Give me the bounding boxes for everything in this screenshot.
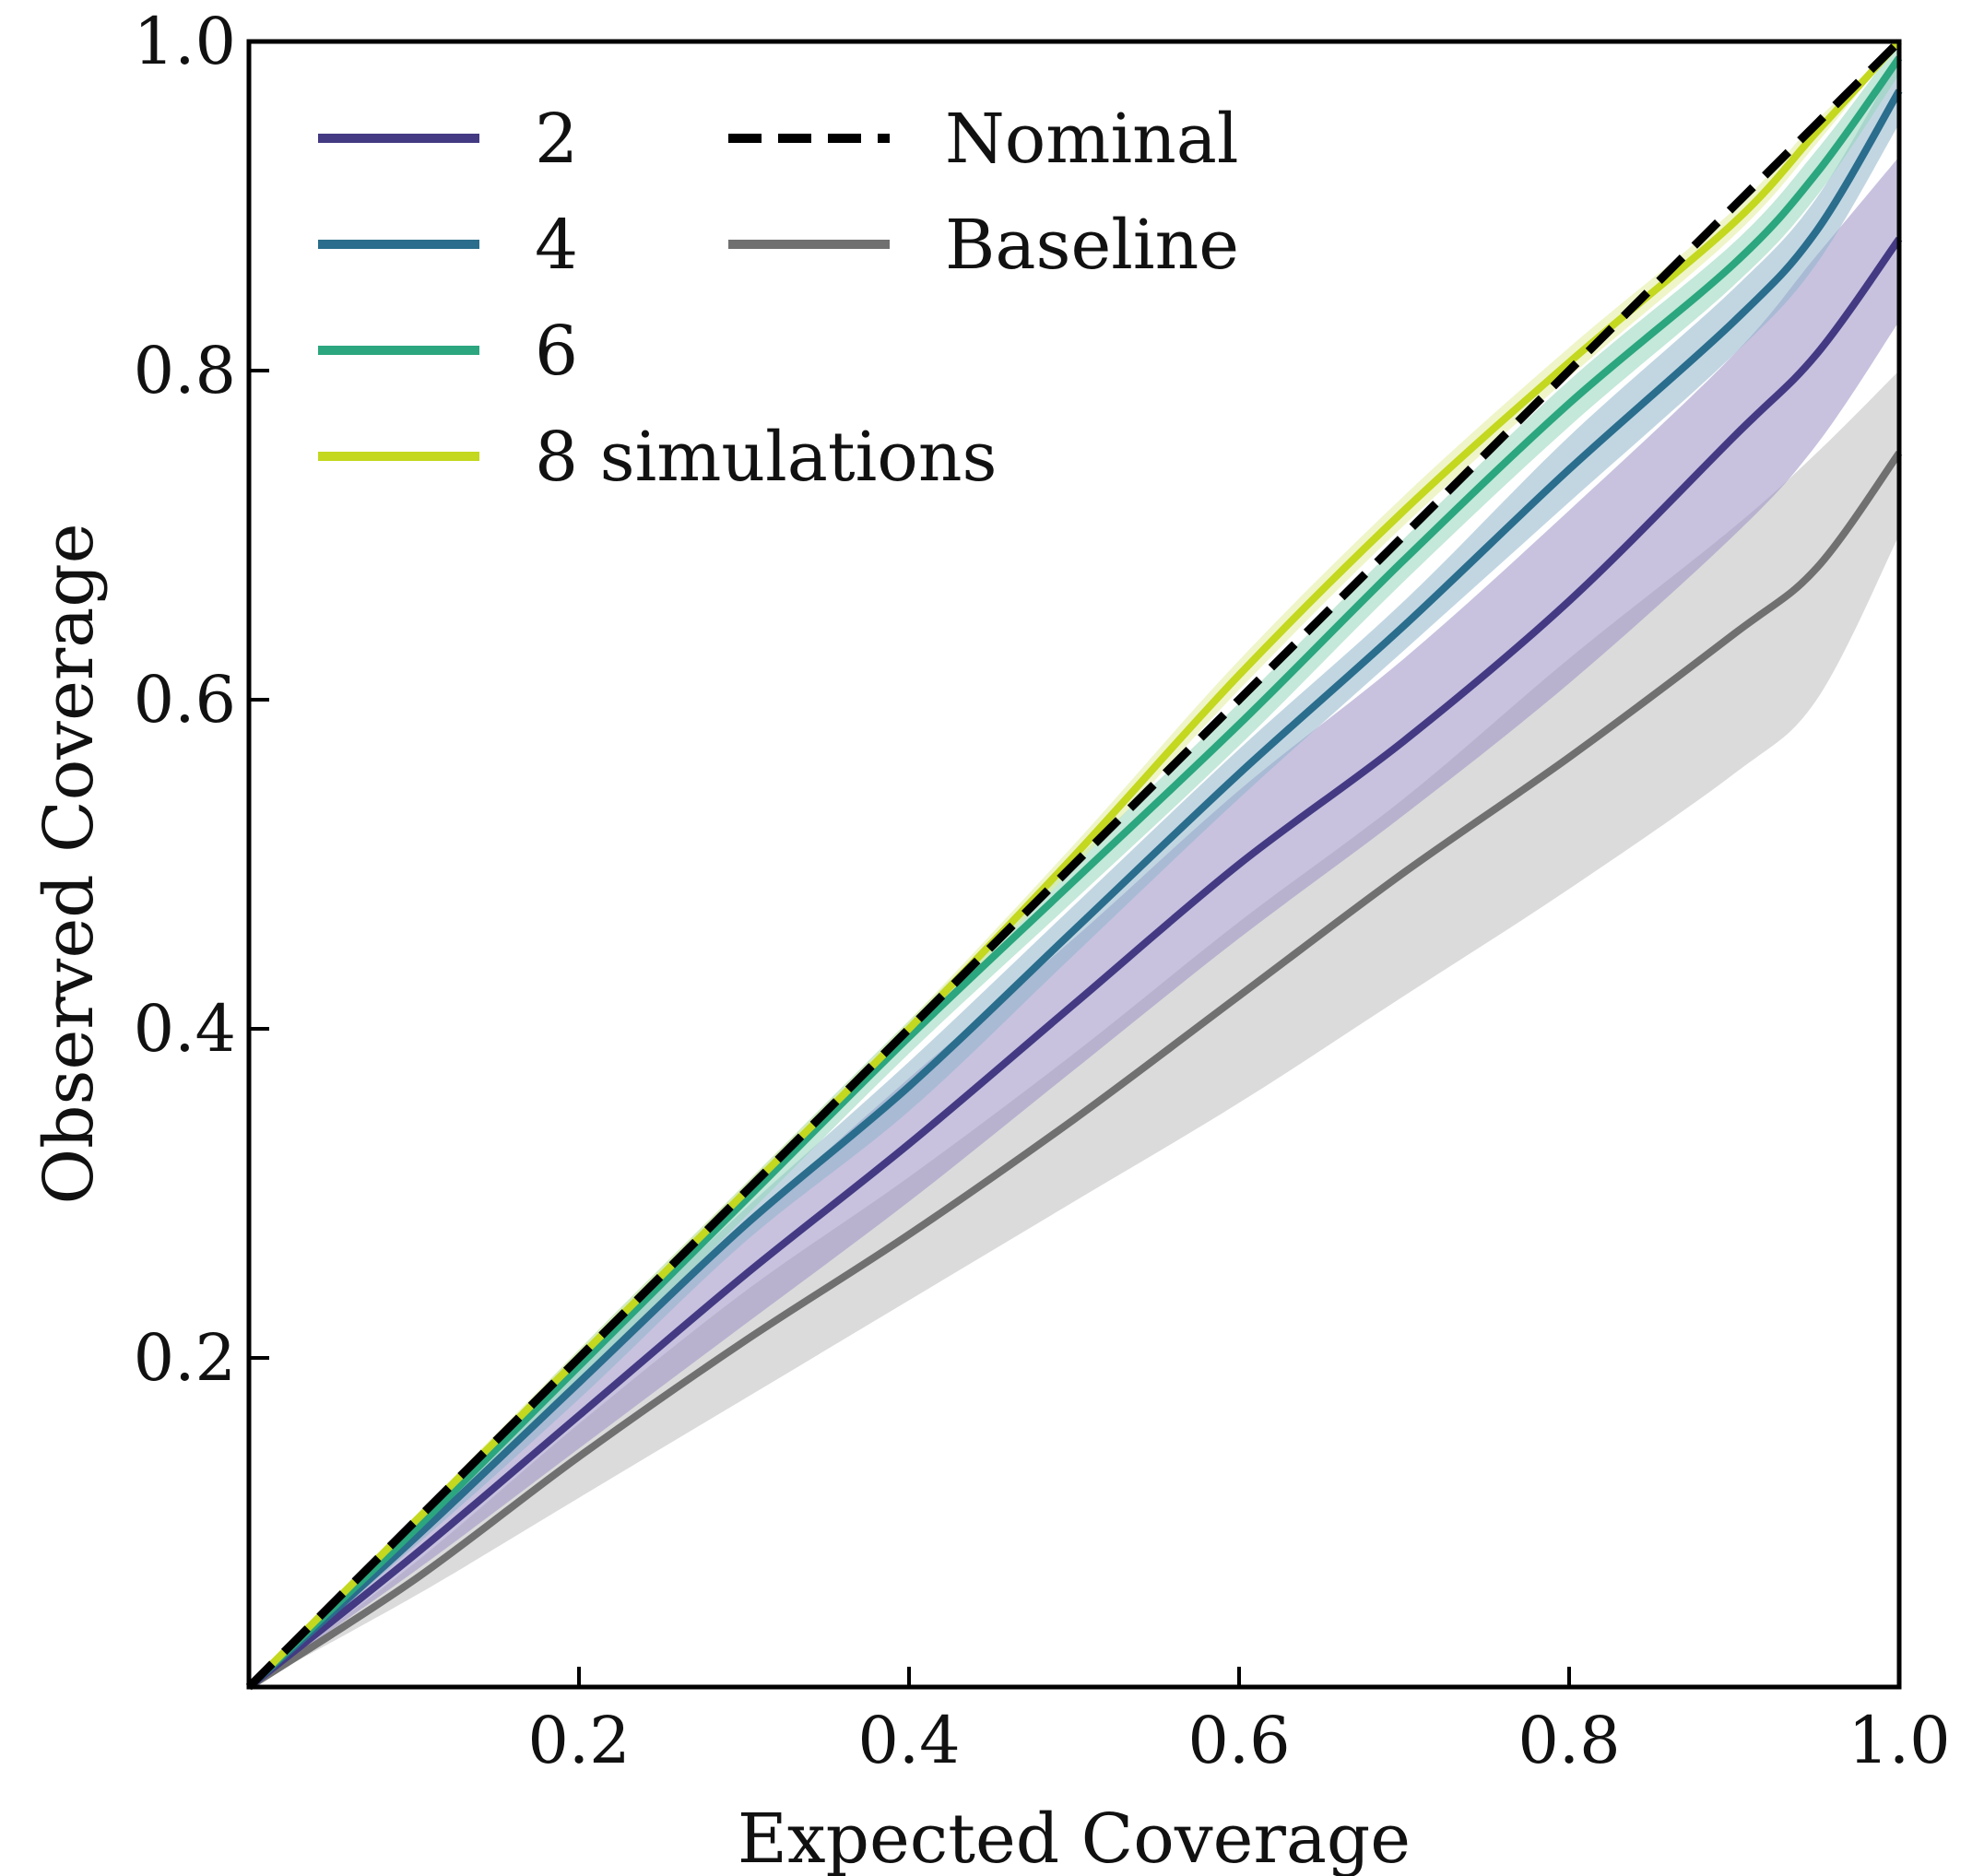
legend-item-8-simulations: 8 simulations	[318, 418, 997, 497]
legend-item-nominal: Nominal	[728, 100, 1239, 179]
y-tick-label: 0.4	[134, 991, 236, 1067]
y-tick-label: 1.0	[134, 4, 236, 79]
legend-label: Nominal	[945, 100, 1239, 179]
line-nominal	[245, 38, 1903, 1691]
legend: 2 4 6 8 simulations Nominal Baseline	[318, 100, 1239, 497]
legend-item-4: 4	[318, 206, 578, 285]
x-tick-label: 0.4	[857, 1703, 960, 1778]
y-axis-ticks: 0.2 0.4 0.6 0.8 1.0	[134, 4, 269, 1396]
legend-label: 6	[535, 312, 578, 391]
x-tick-label: 0.2	[527, 1703, 630, 1778]
legend-label: 2	[535, 100, 578, 179]
y-tick-label: 0.8	[134, 333, 236, 408]
x-tick-label: 0.6	[1187, 1703, 1290, 1778]
y-axis-label: Observed Coverage	[30, 523, 109, 1204]
x-tick-label: 0.8	[1518, 1703, 1620, 1778]
x-axis-ticks: 0.2 0.4 0.6 0.8 1.0	[527, 1667, 1951, 1778]
line-baseline	[246, 450, 1903, 1691]
legend-item-baseline: Baseline	[728, 206, 1239, 285]
x-tick-label: 1.0	[1848, 1703, 1950, 1778]
legend-item-2: 2	[318, 100, 578, 179]
line-2	[246, 236, 1903, 1691]
legend-label: 8 simulations	[535, 418, 997, 497]
series-lines	[245, 38, 1903, 1691]
y-tick-label: 0.2	[134, 1320, 236, 1396]
legend-label: Baseline	[945, 206, 1239, 285]
line-6	[246, 55, 1903, 1690]
legend-item-6: 6	[318, 312, 578, 391]
legend-label: 4	[535, 206, 578, 285]
plot-frame	[246, 39, 1902, 1690]
line-4	[246, 88, 1903, 1690]
y-tick-label: 0.6	[134, 662, 236, 737]
x-axis-label: Expected Coverage	[738, 1799, 1411, 1876]
